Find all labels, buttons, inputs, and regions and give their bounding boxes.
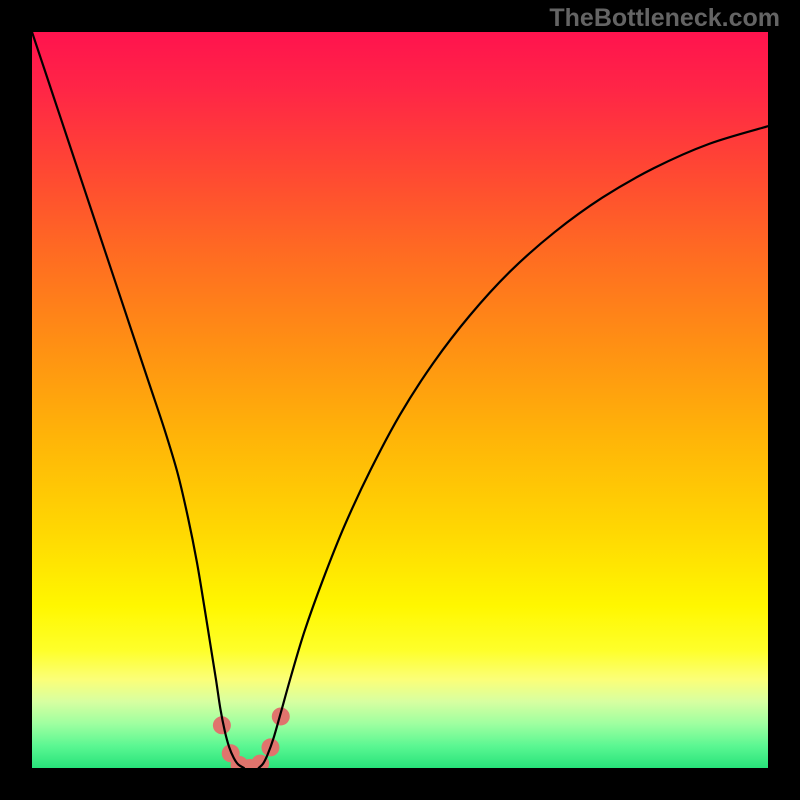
gradient-background	[32, 32, 768, 768]
bottleneck-chart	[0, 0, 800, 800]
watermark-text: TheBottleneck.com	[549, 4, 780, 33]
